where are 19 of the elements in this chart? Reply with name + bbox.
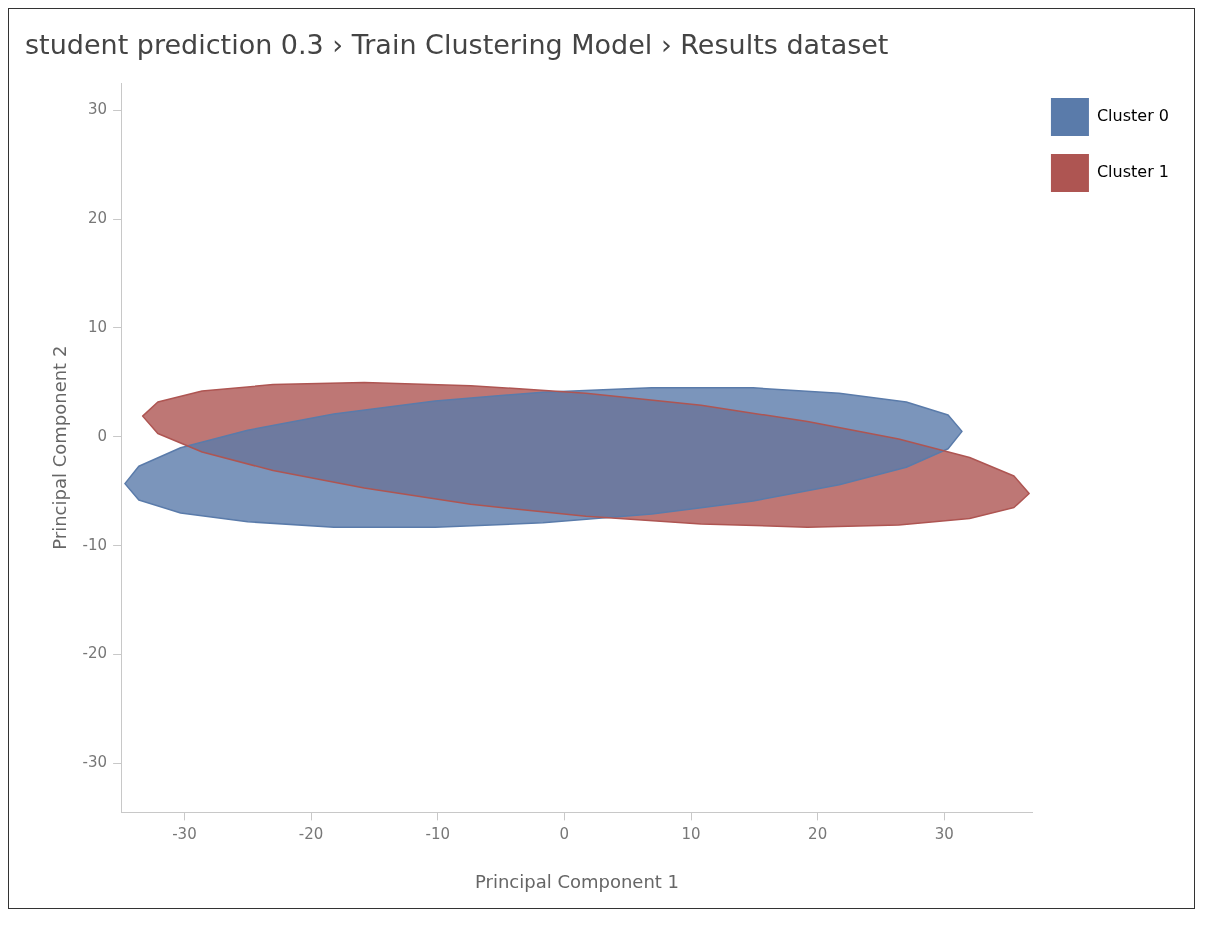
y-axis-title: Principal Component 2 xyxy=(49,345,71,550)
x-tick-label: 10 xyxy=(681,825,701,844)
y-tick-label: -30 xyxy=(82,753,108,772)
x-tick-label: 20 xyxy=(808,825,828,844)
x-tick-label: 0 xyxy=(559,825,570,844)
y-tick-label: -10 xyxy=(82,535,108,554)
x-axis-title: Principal Component 1 xyxy=(474,870,680,892)
y-tick-label: 20 xyxy=(88,208,108,227)
y-tick-label: 10 xyxy=(88,317,108,336)
y-tick-label: 0 xyxy=(97,426,108,445)
x-tick-label: -30 xyxy=(172,825,197,844)
legend-label: Cluster 1 xyxy=(1096,162,1170,182)
x-tick-label: -10 xyxy=(425,825,450,844)
chart-title: student prediction 0.3 › Train Clustering Model › Results dataset xyxy=(24,28,890,62)
x-tick-label: -20 xyxy=(298,825,324,844)
y-tick-label: -20 xyxy=(82,644,108,663)
legend-label: Cluster 0 xyxy=(1096,106,1170,126)
x-tick-label: 30 xyxy=(934,825,954,844)
y-tick-label: 30 xyxy=(88,100,108,119)
